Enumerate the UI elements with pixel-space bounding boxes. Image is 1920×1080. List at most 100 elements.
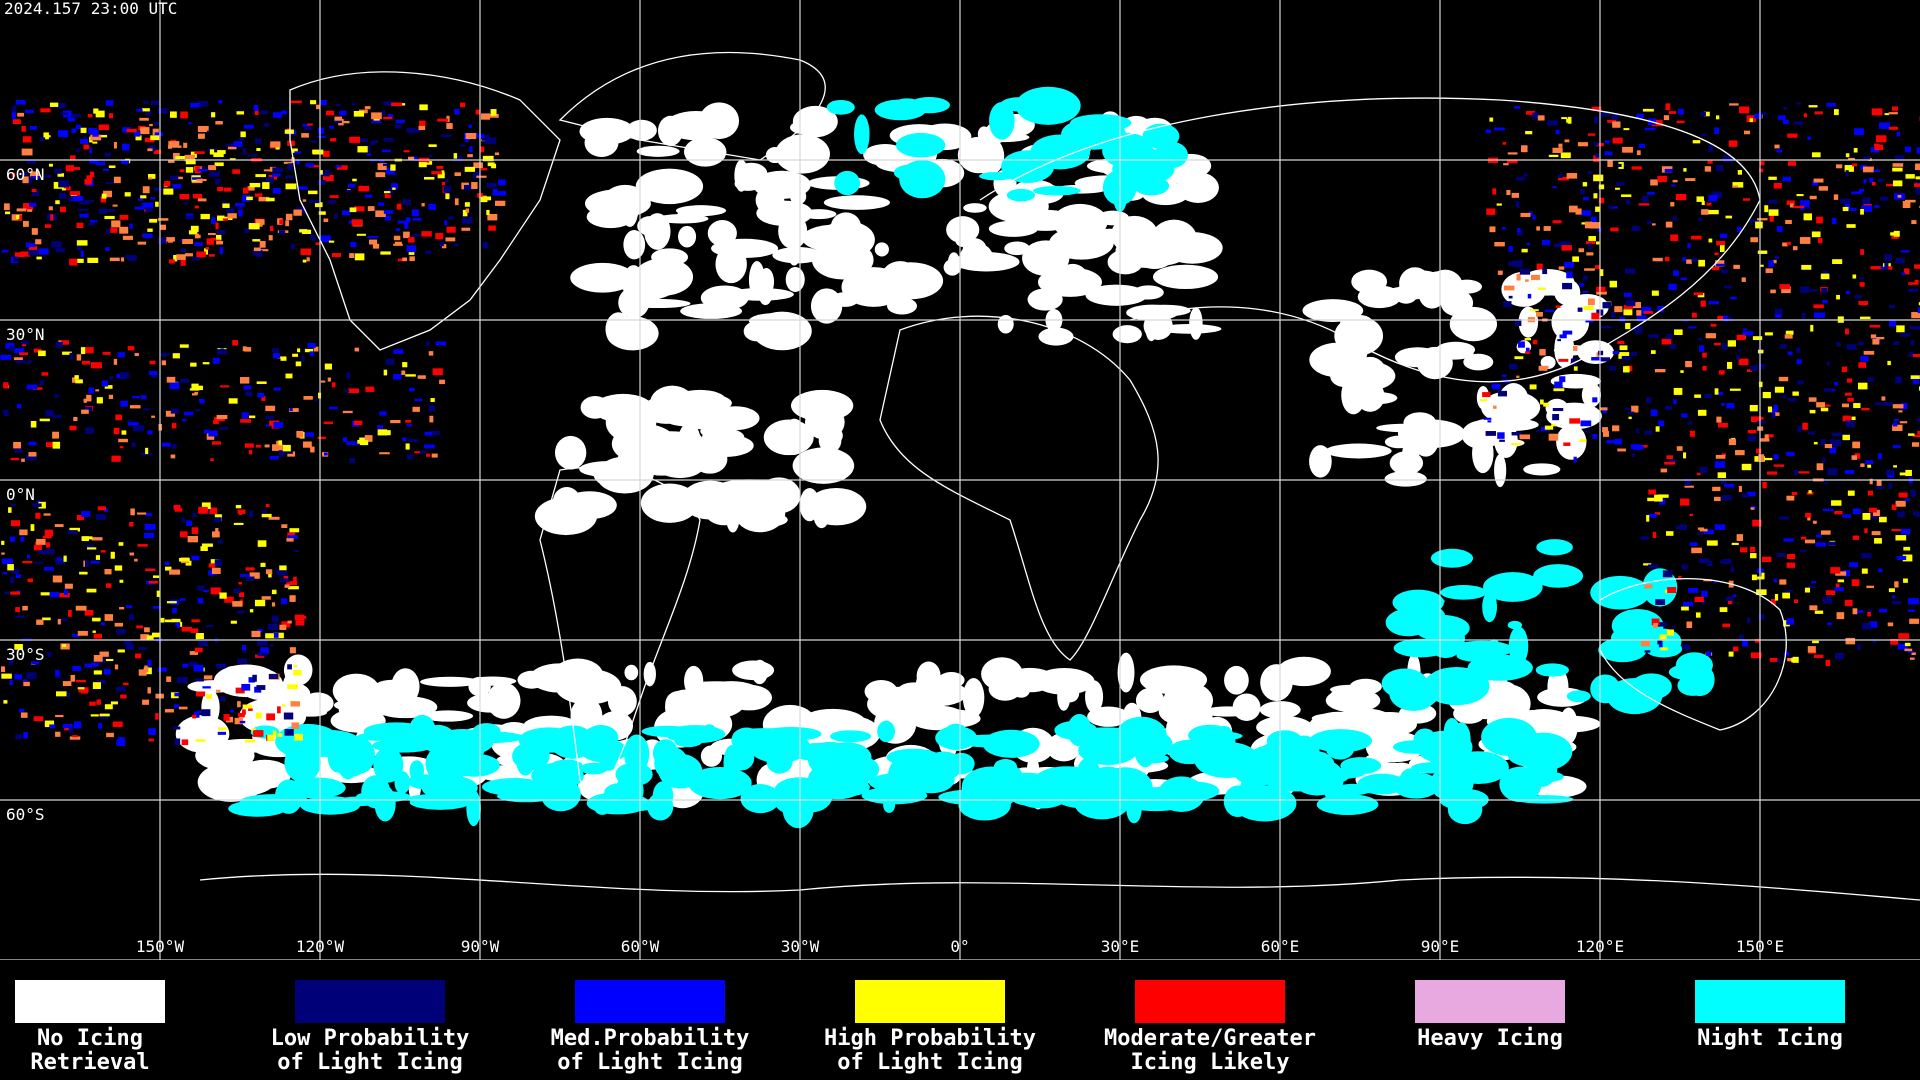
icing-pixel [308,200,320,204]
icing-pixel [149,360,156,365]
icing-pixel [1482,392,1491,398]
cloud [649,385,695,421]
icing-pixel [1718,370,1725,375]
icing-pixel [331,253,342,258]
icing-pixel [145,568,156,572]
icing-pixel [1497,390,1508,397]
icing-pixel [1739,547,1748,553]
icing-pixel [1852,608,1858,615]
north-america [289,71,561,351]
icing-pixel [48,206,53,211]
icing-pixel [1609,280,1618,288]
icing-pixel [1671,184,1676,187]
icing-pixel [272,112,283,118]
icing-pixel [1536,263,1543,270]
icing-pixel [390,164,396,171]
cloud [1449,306,1498,342]
icing-pixel [1593,116,1599,124]
icing-pixel [121,430,127,435]
icing-pixel [1547,120,1558,126]
icing-pixel [1623,305,1634,310]
icing-pixel [1873,169,1880,173]
cloud [1536,539,1573,556]
icing-pixel [118,542,124,546]
icing-pixel [1813,312,1825,318]
cloud [1590,674,1621,704]
cloud [197,762,265,802]
icing-pixel [84,663,93,668]
icing-pixel [96,514,106,521]
icing-pixel [1714,461,1726,469]
icing-pixel [1892,424,1903,431]
icing-pixel [1730,296,1737,300]
icing-pixel [81,691,88,694]
icing-pixel [1667,587,1677,594]
icing-pixel [24,109,34,114]
icing-pixel [241,644,247,651]
icing-pixel [1731,542,1739,545]
icing-pixel [1822,404,1831,407]
icing-pixel [115,686,126,692]
icing-pixel [211,441,222,445]
cloud [1117,652,1135,693]
icing-pixel [276,569,288,576]
icing-pixel [1585,319,1594,323]
icing-pixel [1593,193,1598,199]
icing-pixel [190,225,199,232]
icing-pixel [180,111,188,119]
icing-pixel [1912,354,1920,357]
icing-pixel [342,437,348,443]
icing-pixel [1695,612,1701,618]
icing-pixel [302,441,312,448]
icing-pixel [84,406,93,412]
icing-pixel [1683,168,1687,172]
icing-pixel [1895,535,1907,541]
icing-pixel [52,441,61,449]
cloud [1144,308,1158,342]
icing-pixel [290,244,296,250]
cloud [1540,355,1556,370]
icing-pixel [211,217,216,224]
icing-pixel [475,109,481,115]
icing-pixel [1682,319,1689,323]
icing-pixel [419,104,428,111]
icing-pixel [278,450,284,457]
icing-pixel [261,596,271,600]
icing-pixel [98,722,103,729]
icing-pixel [397,258,407,262]
icing-pixel [179,531,188,538]
icing-pixel [1673,399,1677,405]
icing-pixel [11,112,17,120]
icing-pixel [1713,342,1721,346]
icing-pixel [1852,535,1860,540]
cloud [1213,725,1236,763]
icing-pixel [19,352,29,356]
cloud [757,477,801,514]
cloud [804,404,845,440]
icing-pixel [1730,566,1735,573]
icing-pixel [1558,266,1565,270]
icing-pixel [289,647,296,654]
icing-pixel [383,101,393,106]
icing-pixel [1787,133,1798,138]
cloud [1004,667,1056,693]
icing-pixel [296,615,307,619]
icing-pixel [1861,553,1872,559]
icing-pixel [364,106,371,110]
icing-pixel [1846,344,1857,350]
icing-pixel [52,575,63,583]
icing-pixel [1691,258,1698,262]
cloud [274,779,303,814]
cloud [1224,665,1249,695]
icing-pixel [1765,268,1773,274]
icing-pixel [102,351,111,355]
icing-pixel [1694,394,1702,398]
icing-pixel [1867,610,1871,617]
icing-pixel [365,194,373,198]
icing-pixel [1501,374,1507,377]
icing-pixel [268,674,279,679]
icing-pixel [10,457,19,461]
icing-pixel [52,431,60,439]
icing-pixel [1612,425,1620,432]
icing-pixel [463,184,475,191]
